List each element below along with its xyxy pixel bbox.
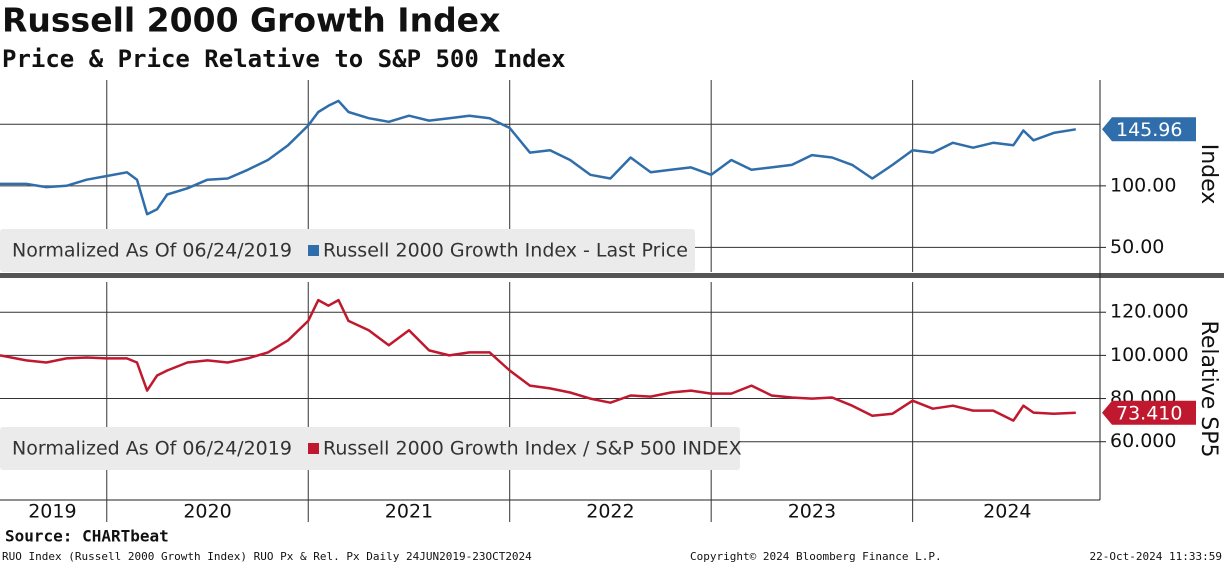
legend-swatch	[308, 245, 319, 256]
y-axis-label: Relative SP5	[1196, 321, 1221, 458]
legend-label: Russell 2000 Growth Index - Last Price	[323, 240, 688, 262]
copyright: Copyright© 2024 Bloomberg Finance L.P.	[690, 550, 942, 563]
y-tick-label: 50.00	[1110, 236, 1164, 258]
data-line	[0, 298, 1076, 422]
legend-swatch	[308, 443, 319, 454]
footer-description: RUO Index (Russell 2000 Growth Index) RU…	[2, 550, 532, 563]
last-value-tag	[1102, 400, 1196, 425]
last-value-label: 73.410	[1116, 402, 1182, 424]
x-tick-label: 2023	[788, 501, 836, 523]
legend-box	[0, 229, 695, 272]
legend-box	[0, 427, 740, 470]
chart-title: Russell 2000 Growth Index	[2, 1, 500, 40]
panel-separator	[0, 273, 1224, 278]
x-tick-label: 2022	[586, 501, 634, 523]
y-axis-label: Index	[1196, 144, 1221, 205]
legend-label: Russell 2000 Growth Index / S&P 500 INDE…	[323, 438, 742, 460]
last-value-label: 145.96	[1116, 119, 1182, 141]
x-tick-label: 2019	[28, 501, 76, 523]
timestamp: 22-Oct-2024 11:33:59	[1090, 550, 1222, 563]
legend-note: Normalized As Of 06/24/2019	[12, 240, 292, 262]
data-line	[0, 99, 1077, 216]
x-tick-label: 2021	[385, 501, 433, 523]
y-tick-label: 100.000	[1110, 344, 1189, 366]
x-tick-label: 2020	[183, 501, 231, 523]
chart-subtitle: Price & Price Relative to S&P 500 Index	[2, 45, 566, 73]
source: Source: CHARTbeat	[5, 527, 169, 546]
x-tick-label: 2024	[983, 501, 1031, 523]
y-tick-label: 120.000	[1110, 301, 1189, 323]
y-tick-label: 60.000	[1110, 430, 1176, 452]
last-value-tag	[1102, 117, 1196, 142]
legend-note: Normalized As Of 06/24/2019	[12, 438, 292, 460]
y-tick-label: 100.00	[1110, 174, 1176, 196]
